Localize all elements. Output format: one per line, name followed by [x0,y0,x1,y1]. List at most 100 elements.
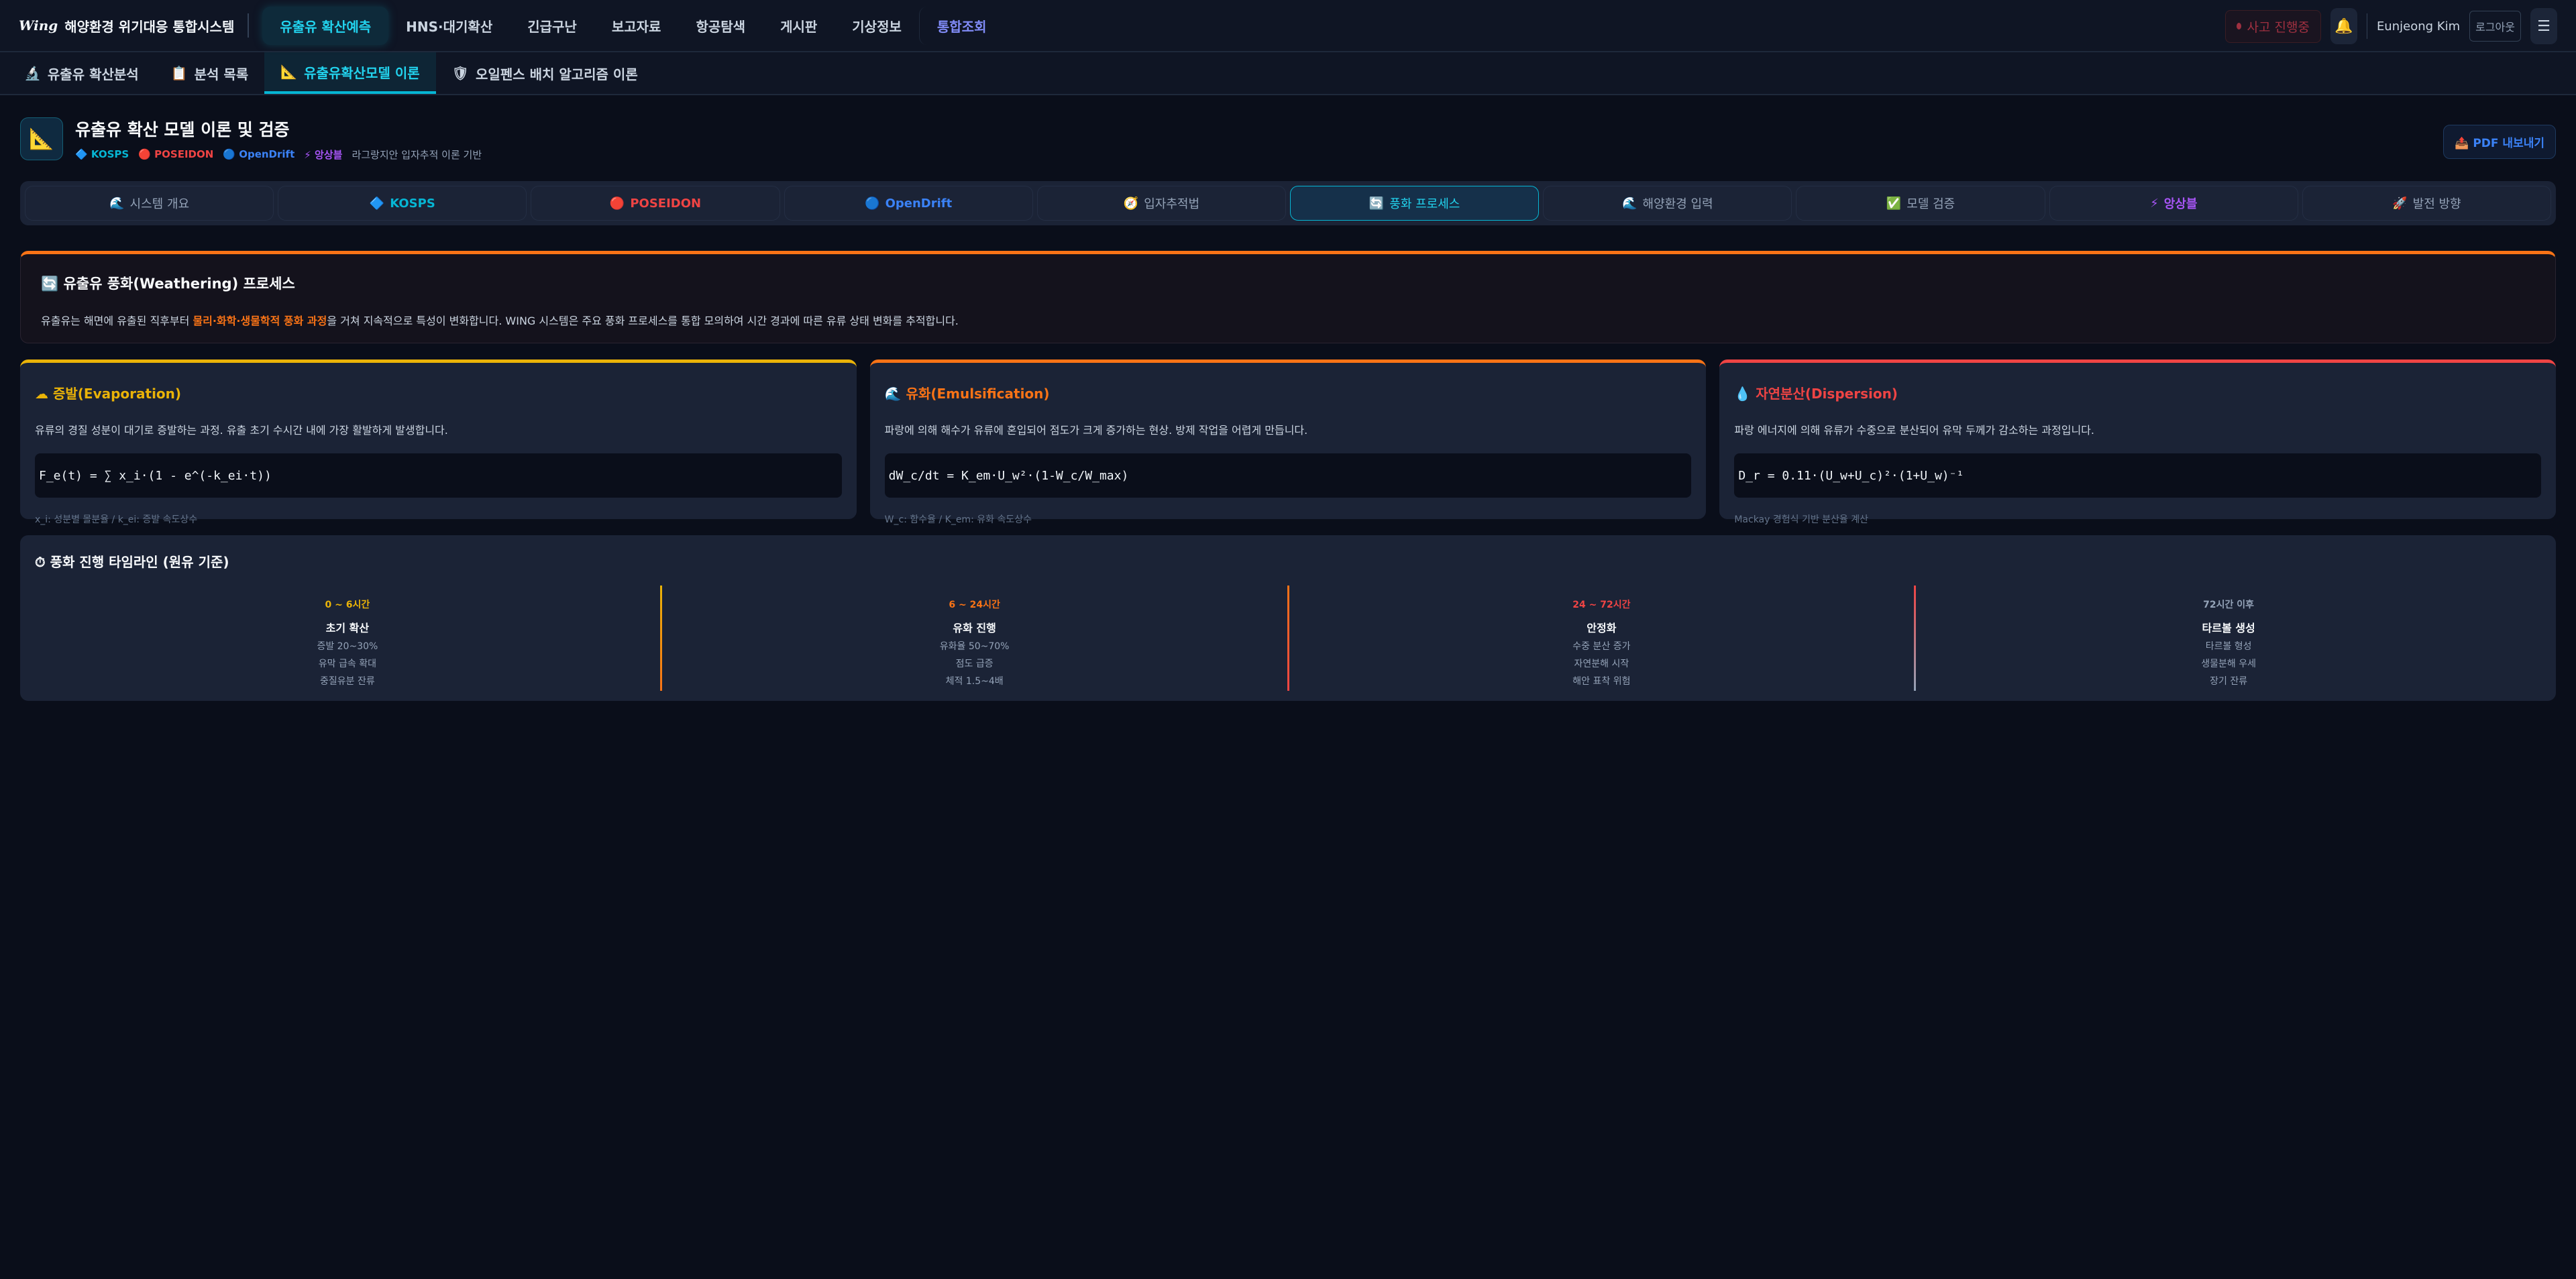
tab-icon: ⚡ [2150,196,2159,211]
tag-icon: ⚡ [304,148,311,161]
nav-integrated[interactable]: 통합조회 [918,6,1004,45]
tab-icon: 🔴 [609,196,625,211]
weathering-card: 🌊 유화(Emulsification) 파랑에 의해 해수가 유류에 혼입되어 … [869,359,1707,525]
model-tags: 🔷 KOSPS 🔴 POSEIDON 🔵 OpenDrift ⚡ 앙상블 라그랑지안 입… [75,148,482,162]
subnav-oilfence-theory[interactable]: 🛡 오일펜스 배치 알고리즘 이론 [436,52,654,94]
phase-item: 증발 20~30% [317,641,378,652]
tab-label: 시스템 개요 [129,197,190,211]
nav-board[interactable]: 게시판 [780,18,818,35]
nav-hns[interactable]: HNS·대기확산 [406,18,493,35]
phase-item: 장기 잔류 [2210,676,2248,687]
phase-name: 유화 진행 [953,622,996,634]
tab-2[interactable]: 🔴 POSEIDON [531,186,780,221]
tab-8[interactable]: ⚡ 앙상블 [2049,186,2298,221]
tag-label: 앙상블 [315,148,343,161]
label: 유출유 확산분석 [47,66,139,82]
page-title: 유출유 확산 모델 이론 및 검증 [75,119,290,140]
formula-block: dW_c/dt = K_em·U_w²·(1-W_c/W_max) [884,453,1692,498]
status-label: 사고 진행중 [2247,19,2310,35]
tag-label: POSEIDON [154,148,214,160]
triangle-ruler-icon: 📐 [20,117,63,160]
nav-rescue[interactable]: 긴급구난 [527,18,577,35]
status-dot-icon [2237,23,2242,30]
pdf-export-button[interactable]: 📤 PDF 내보내기 [2443,125,2556,159]
card-icon: 💧 [1734,386,1752,402]
tab-6[interactable]: 🌊 해양환경 입력 [1543,186,1792,221]
tab-9[interactable]: 🚀 발전 방향 [2302,186,2552,221]
cycle-icon: 🔄 [41,276,59,292]
tab-label: 모델 검증 [1907,197,1955,211]
text: 을 거쳐 지속적으로 특성이 변화합니다. WING 시스템은 주요 풍화 프로… [327,315,959,327]
tab-icon: 🌊 [1622,196,1638,211]
timeline-divider [659,586,662,691]
notification-button[interactable]: 🔔 [2330,8,2357,44]
card-description: 파랑 에너지에 의해 유류가 수중으로 분산되어 유막 두께가 감소하는 과정입… [1734,424,2094,437]
divider [248,13,250,38]
logout-button[interactable]: 로그아웃 [2469,11,2521,42]
phase-name: 타르볼 생성 [2202,622,2255,634]
tab-7[interactable]: ✅ 모델 검증 [1796,186,2045,221]
microscope-icon: 🔬 [24,65,41,81]
tab-5[interactable]: 🔄 풍화 프로세스 [1290,186,1540,221]
intro-title: 🔄 유출유 풍화(Weathering) 프로세스 [41,273,2535,293]
nav-reports[interactable]: 보고자료 [611,18,661,35]
subnav-list[interactable]: 📋 분석 목록 [155,52,264,94]
tab-label: 풍화 프로세스 [1389,197,1460,211]
tab-icon: 🚀 [2392,196,2408,211]
tab-label: 해양환경 입력 [1642,197,1713,211]
phase-item: 체적 1.5~4배 [945,676,1004,687]
tag-label: OpenDrift [239,148,295,160]
formula-note: W_c: 함수율 / K_em: 유화 속도상수 [884,514,1032,525]
tab-icon: 🔵 [865,196,880,211]
card-icon: 🌊 [884,386,902,402]
intro-title-text: 유출유 풍화(Weathering) 프로세스 [63,276,295,292]
tab-label: 입자추적법 [1144,197,1200,211]
phase-name: 안정화 [1587,622,1617,634]
tab-1[interactable]: 🔷 KOSPS [278,186,527,221]
app-logo[interactable]: Wing 해양환경 위기대응 통합시스템 [19,16,234,36]
weathering-card: ☁ 증발(Evaporation) 유류의 경질 성분이 대기로 증발하는 과정.… [20,359,857,525]
text: 유출유는 해면에 유출된 직후부터 [41,315,193,327]
tab-icon: 🔷 [369,196,385,211]
timeline-divider [1914,586,1917,691]
triangle-ruler-icon: 📐 [280,64,298,80]
phase-item: 유화율 50~70% [939,641,1010,652]
card-description: 파랑에 의해 해수가 유류에 혼입되어 점도가 크게 증가하는 현상. 방제 작… [884,424,1308,437]
model-tag: 🔷 KOSPS [75,148,129,160]
tab-3[interactable]: 🔵 OpenDrift [784,186,1033,221]
weathering-card: 💧 자연분산(Dispersion) 파랑 에너지에 의해 유류가 수중으로 분산… [1719,359,2557,525]
clipboard-icon: 📋 [170,65,188,81]
nav-oil-spill-prediction[interactable]: 유출유 확산예측 [262,6,389,45]
nav-weather[interactable]: 기상정보 [852,18,902,35]
formula-block: D_r = 0.11·(U_w+U_c)²·(1+U_w)⁻¹ [1734,453,2542,498]
tab-icon: ✅ [1886,196,1902,211]
timeline-phase: 24 ~ 72시간 안정화 수중 분산 증가 자연분해 시작 해안 표착 위험 [1289,586,1915,691]
pdf-label: PDF 내보내기 [2473,137,2544,150]
subnav-analysis[interactable]: 🔬 유출유 확산분석 [8,52,155,94]
model-tag: 🔵 OpenDrift [223,148,294,160]
nav-aerial[interactable]: 항공탐색 [696,18,746,35]
timeline-divider [1287,586,1289,691]
phase-item: 타르볼 형성 [2205,641,2252,652]
card-title: 🌊 유화(Emulsification) [885,383,1692,402]
timeline-title: ⏱ 풍화 진행 타임라인 (원유 기준) [35,551,2541,571]
tab-icon: 🧭 [1123,196,1139,211]
card-title: ☁ 증발(Evaporation) [35,383,842,402]
model-tag: 🔴 POSEIDON [138,148,213,160]
tab-0[interactable]: 🌊 시스템 개요 [25,186,274,221]
menu-button[interactable]: ☰ [2530,8,2557,44]
shield-icon: 🛡 [451,65,470,81]
top-navigation: Wing 해양환경 위기대응 통합시스템 유출유 확산예측 HNS·대기확산 긴… [0,0,2576,52]
phase-name: 초기 확산 [325,622,370,634]
label: 분석 목록 [194,66,249,82]
card-title-text: 증발(Evaporation) [52,386,182,402]
incident-status-badge[interactable]: 사고 진행중 [2225,9,2321,43]
phase-range: 6 ~ 24시간 [949,600,1000,610]
tab-4[interactable]: 🧭 입자추적법 [1036,186,1287,221]
tab-icon: 🔄 [1368,196,1385,211]
phase-item: 수중 분산 증가 [1572,641,1631,652]
subnav-model-theory[interactable]: 📐 유출유확산모델 이론 [264,52,436,94]
sub-navigation: 🔬 유출유 확산분석 📋 분석 목록 📐 유출유확산모델 이론 🛡 오일펜스 배치 알고… [0,52,2576,95]
formula-note: Mackay 경험식 기반 분산율 계산 [1734,514,1869,525]
phase-item: 중질유분 잔류 [320,676,375,687]
